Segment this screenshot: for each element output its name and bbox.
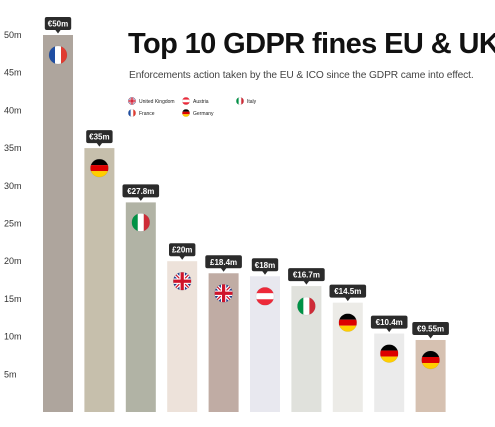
y-tick-label: 50m: [4, 30, 22, 40]
y-axis: 5m 10m 15m 20m 25m 30m 35m 40m 45m 50m: [4, 30, 22, 379]
data-label-text: €18m: [255, 261, 275, 270]
legend-item: United Kingdom: [127, 96, 175, 106]
legend-item: Germany: [181, 108, 214, 118]
data-label: €10.4m: [370, 315, 408, 333]
data-label: £18.4m: [205, 255, 242, 272]
germany-flag-icon: [90, 158, 109, 178]
bars: €50m €35m €27.8m £20m £18.4m €18m €16.7m €14.5m…: [43, 17, 449, 412]
data-label: €14.5m: [329, 284, 367, 302]
legend-label: France: [139, 111, 155, 117]
legend-label: Italy: [247, 99, 257, 105]
data-label: €18m: [251, 258, 279, 275]
y-tick-label: 15m: [4, 294, 22, 304]
bar: [43, 35, 73, 412]
uk-flag-icon: [127, 96, 137, 106]
france-flag-icon: [48, 45, 68, 65]
y-tick-label: 25m: [4, 219, 22, 229]
germany-flag-icon: [379, 344, 399, 363]
italy-flag-icon: [131, 213, 151, 232]
germany-flag-icon: [338, 313, 358, 332]
y-tick-label: 30m: [4, 181, 22, 191]
legend-label: United Kingdom: [139, 99, 175, 105]
austria-flag-icon: [181, 96, 191, 106]
legend: United Kingdom France Austria Germany Italy: [127, 96, 257, 118]
data-label: €27.8m: [122, 184, 160, 201]
data-label: €16.7m: [288, 268, 325, 285]
austria-flag-icon: [255, 287, 275, 306]
legend-item: Austria: [181, 96, 209, 106]
legend-label: Austria: [193, 99, 209, 105]
italy-flag-icon: [235, 96, 245, 106]
data-label-text: €10.4m: [376, 318, 403, 327]
data-label: €9.55m: [412, 321, 449, 339]
bar: [125, 202, 156, 412]
data-label-text: €9.55m: [417, 324, 444, 333]
data-label-text: €14.5m: [334, 287, 361, 296]
france-flag-icon: [127, 108, 137, 118]
data-label-text: £20m: [172, 246, 192, 255]
legend-label: Germany: [193, 111, 214, 117]
legend-item: Italy: [235, 96, 257, 106]
data-label: €35m: [86, 130, 113, 147]
data-label: €50m: [44, 17, 72, 34]
y-tick-label: 5m: [4, 369, 17, 379]
italy-flag-icon: [297, 296, 316, 316]
y-tick-label: 35m: [4, 143, 22, 153]
chart-title: Top 10 GDPR fines EU & UK.: [128, 28, 495, 60]
y-tick-label: 45m: [4, 68, 22, 78]
data-label-text: £18.4m: [210, 258, 237, 267]
uk-flag-icon: [172, 271, 192, 291]
legend-item: France: [127, 108, 155, 118]
germany-flag-icon: [421, 350, 440, 370]
uk-flag-icon: [214, 284, 233, 303]
data-label-text: €16.7m: [293, 271, 320, 280]
y-tick-label: 20m: [4, 256, 22, 266]
bar: [84, 148, 115, 412]
data-label: £20m: [169, 243, 196, 260]
data-label-text: €27.8m: [127, 187, 154, 196]
data-label-text: €35m: [89, 133, 109, 142]
y-tick-label: 10m: [4, 332, 22, 342]
data-label-text: €50m: [48, 20, 68, 29]
chart-subtitle: Enforcements action taken by the EU & IC…: [129, 70, 474, 81]
germany-flag-icon: [181, 108, 191, 118]
y-tick-label: 40m: [4, 105, 22, 115]
